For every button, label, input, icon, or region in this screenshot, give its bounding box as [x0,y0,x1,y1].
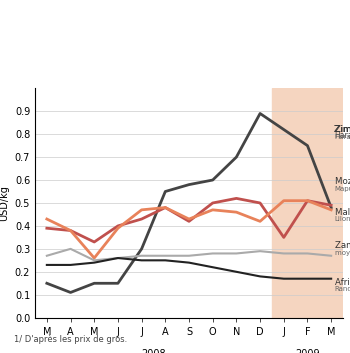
Text: +10%: +10% [335,208,350,217]
Bar [272,88,343,318]
Text: Zimbabwe: Zimbabwe [334,125,350,134]
Text: +29%: +29% [335,177,350,186]
Text: +217%: +217% [335,125,350,134]
Text: Mozambique: Mozambique [335,177,350,186]
Text: Zimbabwe: Zimbabwe [334,125,350,134]
Y-axis label: USD/kg: USD/kg [0,185,9,221]
Text: Prix du maïs blanc sur certains marchés: Prix du maïs blanc sur certains marchés [77,22,332,35]
Text: 2008: 2008 [141,349,166,353]
Text: Afrique du Sud 1/: Afrique du Sud 1/ [335,278,350,287]
Text: Figure 14.: Figure 14. [14,22,86,35]
Text: -2%: -2% [335,241,350,250]
Text: Harare: Harare [334,131,350,140]
Text: Harare: Harare [335,134,350,140]
Text: Zimbabwe: Zimbabwe [335,125,350,134]
Text: moyenne nationale: moyenne nationale [335,250,350,256]
Text: Randfontain: Randfontain [335,287,350,293]
Text: 2009: 2009 [295,349,320,353]
Text: -27%: -27% [335,278,350,287]
Text: Zambie: Zambie [335,241,350,250]
Text: de l'Afrique australe: de l'Afrique australe [14,53,141,66]
Text: 1/ D'après les prix de gros.: 1/ D'après les prix de gros. [14,335,127,344]
Text: Lilongwe: Lilongwe [335,216,350,222]
Text: Malawi: Malawi [335,208,350,217]
Text: Maputo: Maputo [335,186,350,192]
